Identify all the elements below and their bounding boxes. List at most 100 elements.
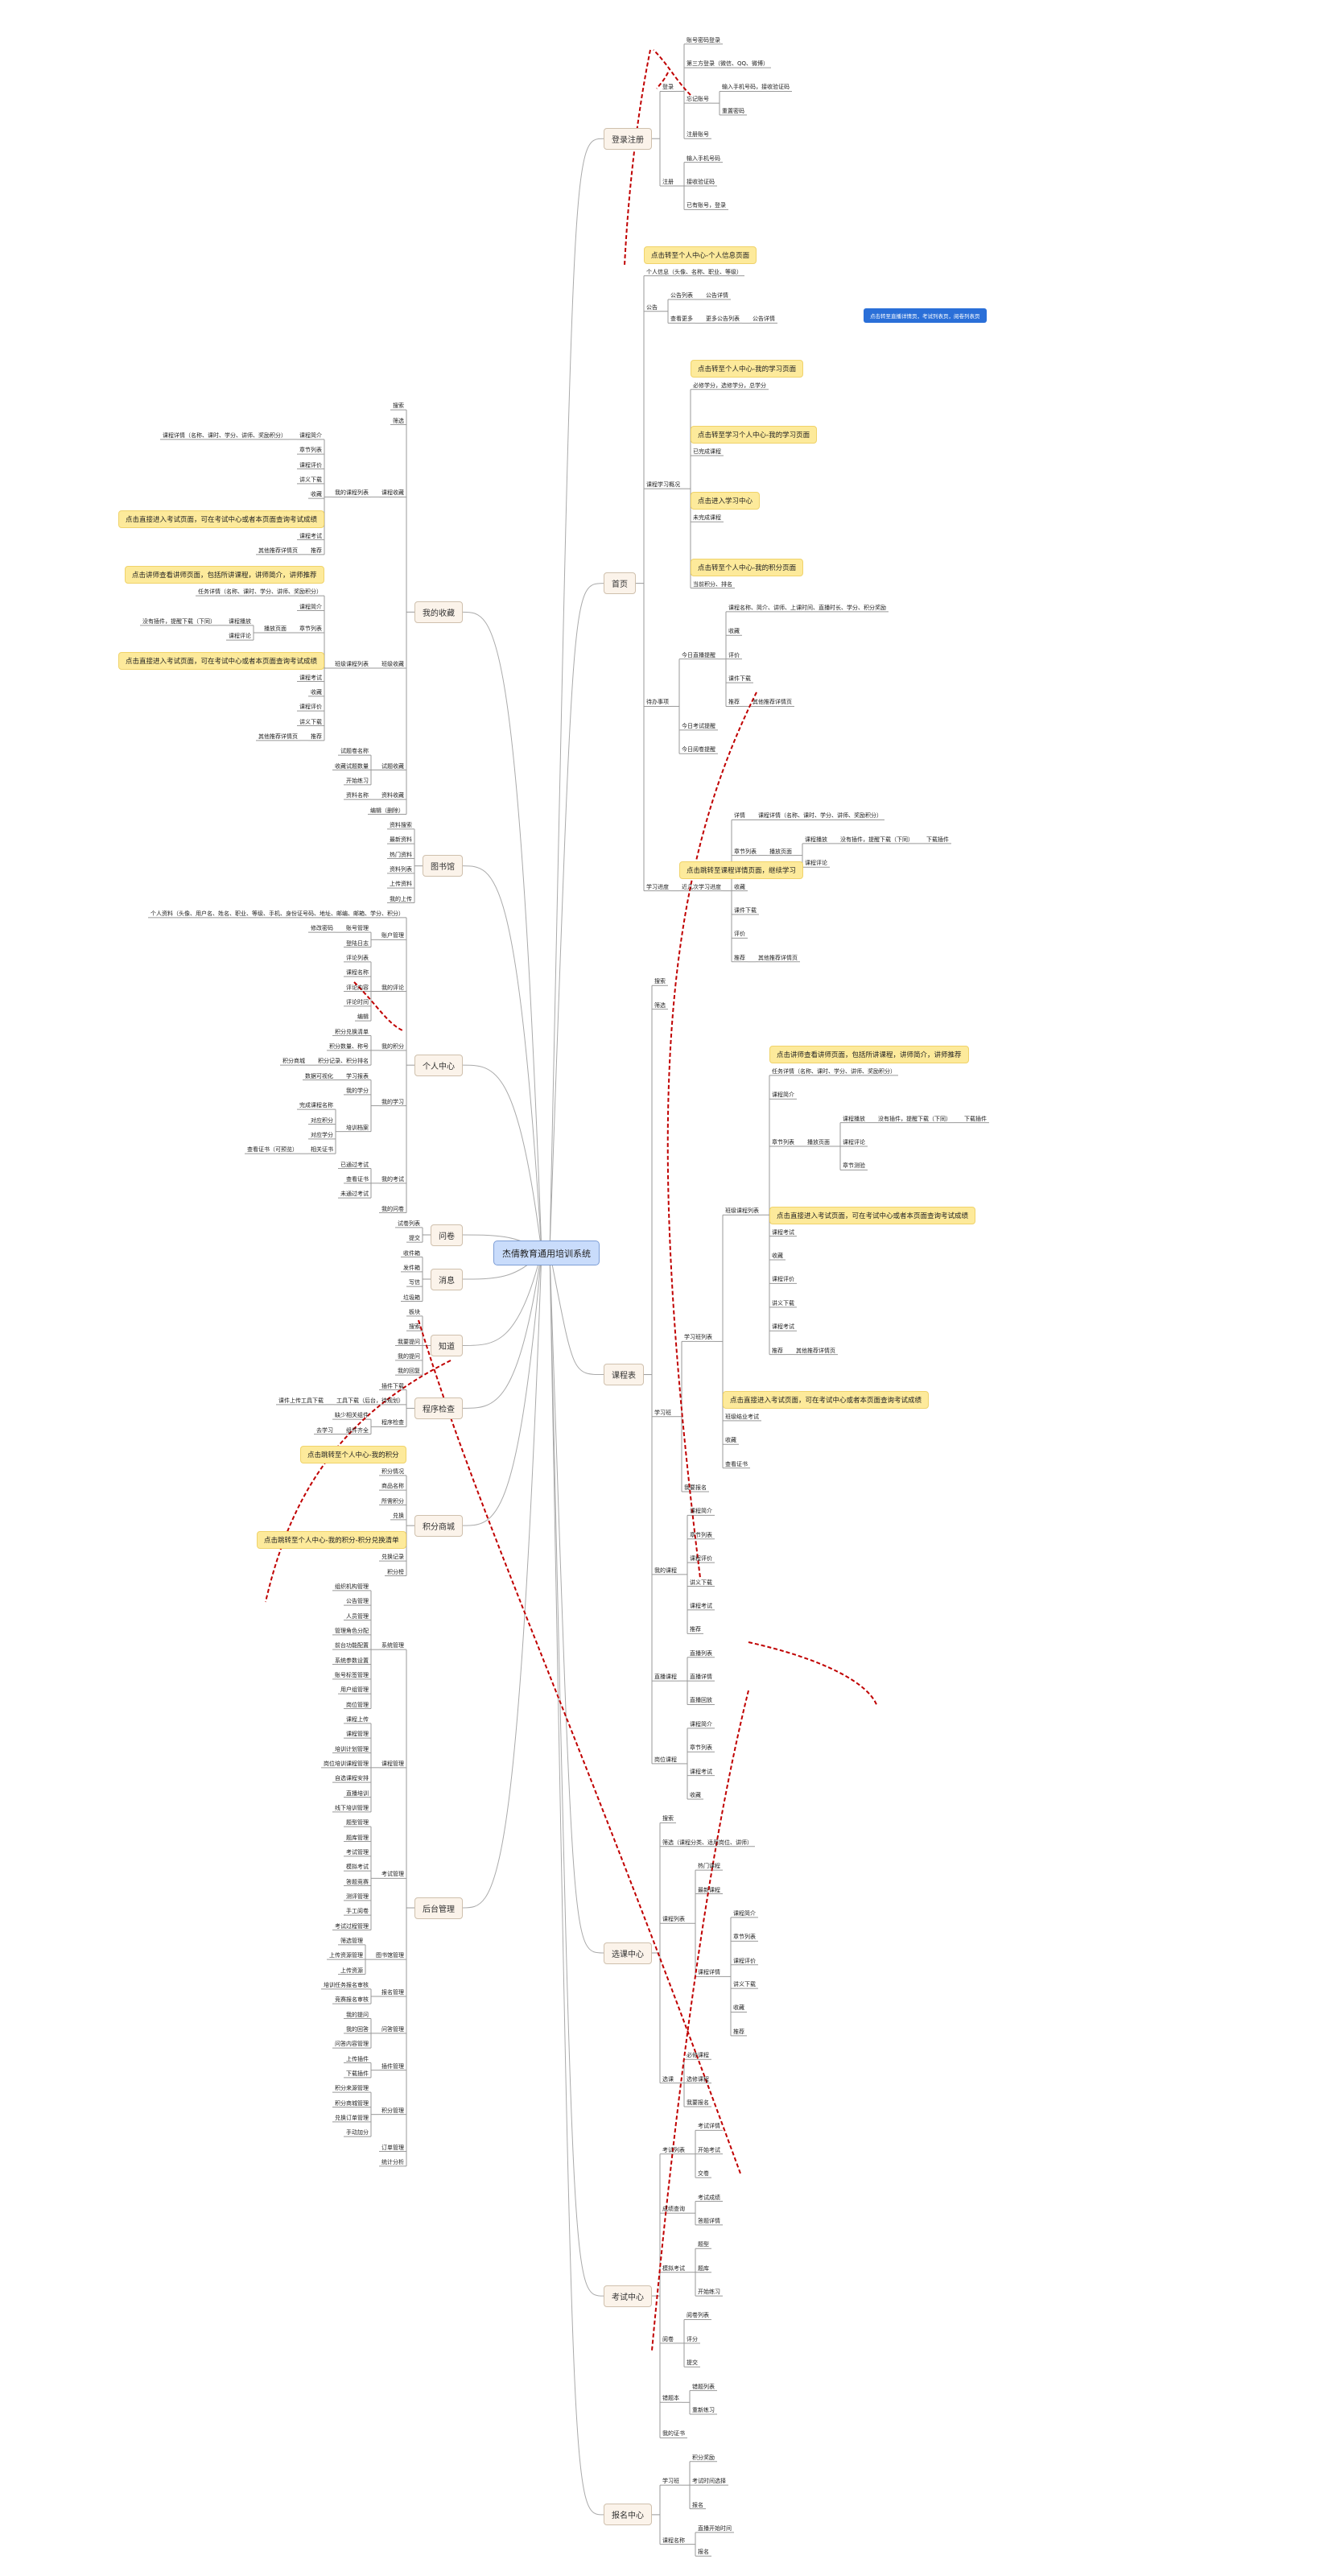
tree-node: 章节列表 [690, 1531, 712, 1538]
tree-node: 班级收藏 [381, 661, 404, 667]
tree-node: 公告列表 [670, 292, 693, 299]
tree-node: 收藏 [690, 1792, 701, 1798]
tree-node: 热门课程 [698, 1863, 720, 1870]
tree-node: 我要报名 [687, 2099, 709, 2106]
tree-node: 直播培训 [346, 1790, 369, 1797]
tree-node: 已通过考试 [340, 1161, 369, 1168]
tree-node: 输入手机号码，接收验证码 [722, 84, 790, 91]
tree-node: 搜索 [393, 402, 404, 410]
branch-7: 积分商城 [414, 1514, 463, 1537]
tree-node: 课程收藏 [381, 489, 404, 497]
tree-node: 课程名称、简介、讲师、上课时间、直播时长、学分、积分奖励 [728, 604, 886, 611]
tree-node: 课程评价 [690, 1555, 712, 1563]
tree-node: 我的学习 [381, 1098, 404, 1105]
branch-curve [549, 1251, 604, 2516]
tree-node: 我的回答 [346, 2025, 369, 2033]
tree-node: 人员管理 [346, 1612, 369, 1620]
tree-node: 阅卷列表 [687, 2312, 709, 2319]
tree-node: 章节列表 [299, 625, 322, 632]
callout-note: 点击转至个人中心-我的学习页面 [691, 359, 804, 378]
tree-node: 积分来源管理 [335, 2085, 369, 2092]
tree-node: 章节列表 [690, 1744, 712, 1752]
branch-0: 登录注册 [604, 127, 652, 150]
tree-node: 章节列表 [299, 447, 322, 454]
tree-node: 课程播放 [229, 617, 251, 625]
branch-5: 报名中心 [604, 2504, 652, 2526]
branch-curve [462, 865, 542, 1253]
tree-node: 下载插件 [964, 1115, 987, 1122]
tree-node: 阅卷 [662, 2335, 674, 2343]
tree-node: 播放页面 [807, 1139, 830, 1146]
branch-5: 知道 [431, 1335, 463, 1356]
tree-node: 登陆日志 [346, 939, 369, 947]
tree-node: 推荐 [690, 1626, 701, 1633]
tree-node: 试卷列表 [398, 1220, 420, 1227]
tree-node: 课程学习概况 [646, 481, 680, 489]
tree-node: 已有账号，登录 [687, 202, 726, 209]
branch-curve [549, 1251, 604, 1376]
tree-node: 课程考试 [299, 674, 322, 681]
tree-node: 选课 [662, 2075, 674, 2083]
flow-arrow [748, 1641, 878, 1707]
tree-node: 搜索 [409, 1323, 420, 1331]
tree-node: 我的课程列表 [335, 489, 369, 497]
tree-node: 讲义下载 [772, 1299, 794, 1307]
tree-node: 课程评论 [843, 1139, 865, 1146]
tree-node: 播放页面 [264, 625, 287, 632]
tree-node: 相关证书 [311, 1146, 333, 1154]
callout-note: 点击跳转至个人中心-我的积分-积分兑换清单 [257, 1531, 406, 1550]
tree-node: 搜索 [662, 1815, 674, 1823]
tree-node: 没有插件，提醒下载（下同） [142, 617, 216, 625]
tree-node: 编辑 [357, 1013, 369, 1021]
tree-node: 课程名称 [662, 2537, 685, 2544]
tree-node: 答题竞赛 [346, 1878, 369, 1885]
flow-arrow [666, 691, 757, 1579]
branch-0: 我的收藏 [414, 601, 463, 623]
tree-node: 题库管理 [346, 1834, 369, 1841]
tree-node: 推荐 [734, 954, 745, 961]
tree-node: 学习报表 [346, 1072, 369, 1080]
tree-node: 积分管理 [381, 2107, 404, 2114]
tree-node: 课程考试 [772, 1323, 794, 1331]
tree-node: 兑换记录 [381, 1554, 404, 1561]
tree-node: 任务详情（名称、课时、学分、讲师、奖励积分） [198, 588, 322, 596]
tree-node: 筛选管理 [340, 1937, 363, 1944]
tree-node: 我的证书 [662, 2430, 685, 2438]
tree-node: 公告详情 [706, 292, 728, 299]
tree-node: 课程播放 [843, 1115, 865, 1122]
branch-curve [549, 1251, 604, 2297]
tree-node: 写信 [409, 1279, 420, 1286]
tree-node: 积分数量、称号 [329, 1042, 369, 1050]
tree-node: 培训任务报名审核 [324, 1981, 369, 1988]
tree-node: 收藏 [733, 2004, 744, 2012]
tree-node: 近几次学习进度 [682, 883, 721, 890]
tree-node: 讲义下载 [299, 718, 322, 725]
tree-node: 课件上传工具下载 [278, 1397, 324, 1404]
tree-node: 我的上传 [390, 895, 412, 902]
tree-node: 收藏试题数量 [335, 762, 369, 770]
tree-node: 我的提问 [346, 2011, 369, 2018]
tree-node: 缺少相关组件 [335, 1412, 369, 1419]
tree-node: 搜索 [654, 978, 666, 985]
tree-node: 讲义下载 [299, 476, 322, 483]
tree-node: 岗位课程 [654, 1756, 677, 1763]
tree-node: 积分商城管理 [335, 2099, 369, 2107]
tree-node: 下载插件 [346, 2070, 369, 2077]
tree-node: 忘记账号 [687, 96, 709, 103]
tree-node: 商品名称 [381, 1483, 404, 1490]
tree-node: 管理角色分配 [335, 1627, 369, 1634]
tree-node: 我的考试 [381, 1175, 404, 1183]
tree-node: 试题收藏 [381, 762, 404, 770]
callout-note: 点击直接进入考试页面，可在考试中心或者本页面查询考试成绩 [723, 1390, 930, 1409]
tree-node: 线下培训管理 [335, 1804, 369, 1811]
tree-node: 查看更多 [670, 316, 693, 323]
tree-node: 课程名称 [346, 969, 369, 976]
tree-node: 成绩查询 [662, 2206, 685, 2213]
callout-note: 点击转至个人中心-我的积分页面 [691, 558, 804, 576]
tree-node: 必修课程 [687, 2052, 709, 2059]
tree-node: 播放页面 [769, 848, 792, 855]
tree-node: 账号管理 [346, 925, 369, 932]
tree-node: 课程评价 [299, 704, 322, 711]
tree-node: 修改密码 [311, 925, 333, 932]
tree-node: 资料名称 [346, 792, 369, 799]
